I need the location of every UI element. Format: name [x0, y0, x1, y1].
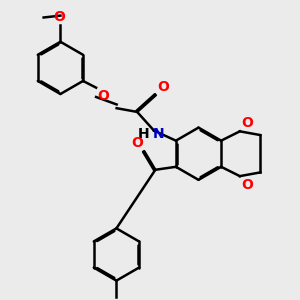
- Text: O: O: [241, 116, 253, 130]
- Text: O: O: [97, 89, 109, 103]
- Text: H: H: [138, 127, 149, 141]
- Text: O: O: [131, 136, 143, 150]
- Text: O: O: [54, 10, 66, 24]
- Text: O: O: [157, 80, 169, 94]
- Text: N: N: [153, 127, 165, 141]
- Text: O: O: [241, 178, 253, 192]
